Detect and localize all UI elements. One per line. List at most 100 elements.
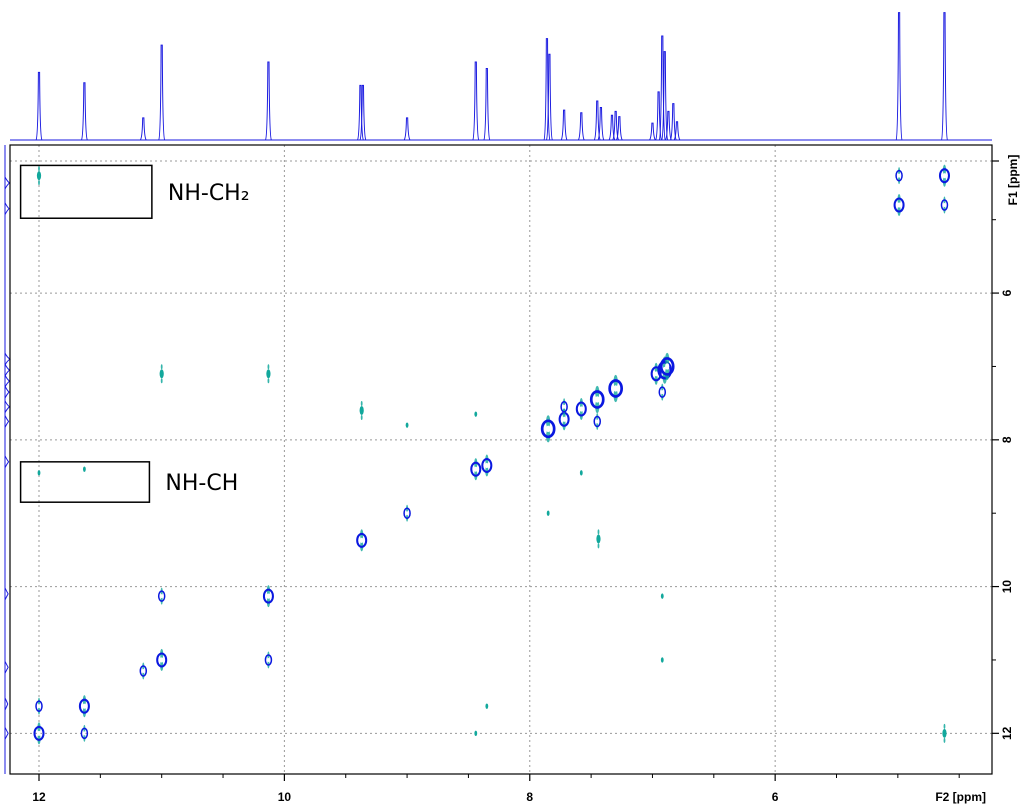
contour-ring: [139, 665, 148, 677]
contour-blob: [474, 730, 478, 737]
positive-contour-peak: [895, 167, 903, 185]
contour-ring: [356, 532, 368, 548]
left-projection-peak: [4, 385, 10, 399]
contour-blob: [546, 510, 550, 516]
contour-ring: [157, 590, 166, 602]
plot-grid: [10, 145, 992, 774]
contour-ring: [593, 415, 601, 428]
negative-contour-peak: [159, 364, 164, 384]
contour-ring: [540, 419, 556, 439]
y-tick-label: 8: [1000, 436, 1014, 443]
contour-ring: [938, 168, 950, 184]
positive-contour-peak: [589, 385, 605, 414]
y-axis-ticks: 6 8 10 12: [992, 160, 1014, 740]
x-tick-label: 10: [278, 790, 292, 804]
y-tick-label: 10: [1000, 580, 1014, 594]
left-projection-peak: [4, 727, 9, 740]
left-projection-spectrum: [4, 145, 11, 774]
top-projection-peak: [359, 84, 367, 141]
contour-ring: [264, 654, 273, 666]
contour-shoulder: [267, 364, 270, 370]
contour-ring: [403, 507, 411, 519]
contour-blob: [37, 470, 41, 476]
contour-ring: [658, 386, 667, 398]
left-projection-peak: [4, 363, 11, 377]
positive-contour-peak: [658, 383, 667, 401]
top-projection-peak: [139, 117, 147, 141]
contour-blob: [660, 657, 664, 663]
negative-contour-peak: [660, 593, 664, 599]
top-projection-peak: [264, 61, 272, 141]
contour-ring: [659, 357, 675, 376]
negative-contour-peak: [942, 723, 947, 743]
top-projection-peak: [940, 12, 948, 141]
contour-center: [654, 371, 658, 377]
contour-ring: [560, 401, 568, 413]
contour-center: [562, 416, 566, 422]
y-axis-title: F1 [ppm]: [1006, 155, 1020, 206]
left-projection-peak: [4, 415, 10, 428]
contour-center: [898, 173, 901, 178]
positive-contour-peak: [940, 196, 949, 214]
left-projection-peak: [4, 202, 10, 215]
contour-ring: [940, 199, 949, 211]
contour-center: [360, 537, 364, 543]
contour-center: [943, 203, 946, 208]
negative-contour-peak: [37, 470, 41, 476]
contour-center: [546, 425, 551, 433]
contour-ring: [657, 360, 673, 380]
contour-shoulder: [360, 414, 363, 420]
top-projection-peak: [35, 71, 43, 141]
negative-contour-peak: [485, 703, 489, 709]
contour-shoulder: [267, 378, 270, 384]
contour-blob: [474, 411, 478, 417]
positive-contour-peak: [470, 458, 482, 481]
x-tick-label: 12: [32, 790, 46, 804]
contour-ring: [589, 390, 605, 409]
y-tick-label: 12: [1000, 726, 1014, 740]
contour-center: [37, 704, 41, 709]
contour-center: [160, 657, 164, 663]
contour-center: [142, 668, 145, 673]
contour-blob: [596, 534, 601, 544]
contour-ring: [262, 588, 274, 604]
left-projection-peak: [4, 352, 11, 366]
contour-ring: [895, 169, 903, 182]
negative-contour-peak: [660, 657, 664, 663]
positive-contour-peak: [938, 164, 950, 187]
contour-ring: [35, 700, 43, 712]
top-projection-spectrum: [10, 12, 992, 141]
top-projection-peak: [472, 61, 480, 141]
top-projection-peak: [664, 110, 672, 141]
positive-contour-peak: [35, 697, 43, 715]
contour-center: [37, 730, 41, 736]
contour-ring: [80, 727, 89, 740]
contour-shoulder: [360, 400, 363, 406]
contour-shoulder: [38, 180, 40, 186]
contour-center: [595, 396, 600, 403]
contour-center: [665, 363, 670, 370]
annotation-label: NH-CH: [165, 471, 238, 496]
top-projection-peak: [483, 68, 491, 141]
contour-blob: [159, 369, 164, 379]
positive-contour-peak: [560, 398, 568, 416]
contour-center: [942, 173, 947, 179]
annotation-box: [19, 164, 153, 219]
contour-center: [563, 404, 566, 409]
top-projection-peak: [545, 53, 553, 141]
top-projection-peak: [577, 112, 585, 141]
annotation-box: [19, 461, 151, 503]
x-axis-title: F2 [ppm]: [935, 790, 986, 804]
contour-blob: [359, 405, 364, 415]
contour-blob: [36, 171, 42, 181]
contour-ring: [481, 457, 493, 474]
negative-contour-peak: [596, 529, 601, 549]
contour-center: [267, 657, 270, 662]
contour-center: [613, 385, 618, 392]
left-projection-peak: [4, 176, 11, 190]
contour-ring: [156, 652, 168, 668]
left-projection-peak: [4, 400, 11, 414]
left-projection-peak: [4, 374, 11, 388]
contour-center: [596, 419, 599, 424]
positive-contour-peak: [575, 397, 587, 421]
